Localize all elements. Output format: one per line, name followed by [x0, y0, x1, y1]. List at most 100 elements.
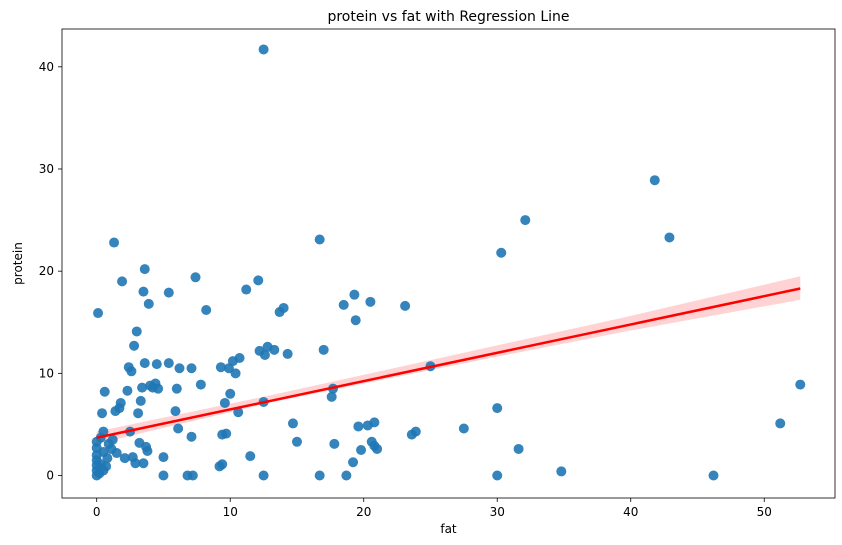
scatter-point — [135, 395, 146, 406]
scatter-point — [556, 466, 567, 477]
scatter-point — [151, 359, 162, 370]
x-tick-label: 50 — [757, 505, 772, 519]
scatter-point — [492, 403, 503, 414]
scatter-point — [111, 448, 122, 459]
regression-line — [96, 287, 801, 439]
scatter-point — [314, 234, 325, 245]
scatter-point — [119, 453, 130, 464]
scatter-point — [400, 300, 411, 311]
x-tick-label: 30 — [490, 505, 505, 519]
scatter-point — [664, 232, 675, 243]
scatter-point — [513, 443, 524, 454]
scatter-point — [126, 366, 137, 377]
scatter-point — [458, 423, 469, 434]
y-tick-label: 10 — [39, 366, 54, 380]
y-tick-label: 0 — [46, 469, 54, 483]
scatter-point — [245, 451, 256, 462]
scatter-point — [122, 385, 133, 396]
scatter-point — [187, 470, 198, 481]
x-axis-ticks: 0 10 20 30 40 50 — [93, 498, 772, 519]
scatter-point — [314, 470, 325, 481]
scatter-point — [139, 264, 150, 275]
scatter-point — [349, 289, 360, 300]
scatter-point — [137, 382, 148, 393]
scatter-point — [173, 423, 184, 434]
scatter-point — [291, 436, 302, 447]
scatter-point — [153, 383, 164, 394]
scatter-point — [410, 426, 421, 437]
scatter-point — [195, 379, 206, 390]
y-axis-ticks: 0 10 20 30 40 — [39, 60, 62, 483]
confidence-band — [96, 276, 801, 444]
scatter-point — [158, 470, 169, 481]
scatter-point — [170, 406, 181, 417]
y-tick-label: 30 — [39, 162, 54, 176]
scatter-point — [241, 284, 252, 295]
scatter-point — [225, 388, 236, 399]
scatter-point — [129, 340, 140, 351]
regression-line-layer — [96, 287, 801, 439]
scatter-point — [171, 383, 182, 394]
scatter-point — [163, 358, 174, 369]
scatter-point — [234, 353, 245, 364]
scatter-point — [287, 418, 298, 429]
scatter-point — [356, 444, 367, 455]
scatter-point — [282, 348, 293, 359]
scatter-point — [138, 458, 149, 469]
scatter-point — [190, 272, 201, 283]
x-axis-label: fat — [440, 522, 457, 536]
scatter-point — [365, 296, 376, 307]
scatter-point — [492, 470, 503, 481]
scatter-point — [369, 417, 380, 428]
scatter-point — [215, 362, 226, 373]
scatter-point — [102, 453, 113, 464]
scatter-point — [258, 44, 269, 55]
scatter-point — [201, 304, 212, 315]
y-axis-label: protein — [11, 242, 25, 285]
scatter-point — [278, 302, 289, 313]
scatter-point — [348, 457, 359, 468]
chart-title: protein vs fat with Regression Line — [327, 9, 569, 25]
scatter-point — [338, 299, 349, 310]
scatter-point — [138, 286, 149, 297]
scatter-point — [98, 426, 109, 437]
scatter-point — [97, 408, 108, 419]
y-tick-label: 40 — [39, 60, 54, 74]
scatter-point — [708, 470, 719, 481]
scatter-point — [496, 247, 507, 258]
scatter-point — [350, 315, 361, 326]
scatter-point — [158, 452, 169, 463]
scatter-point — [649, 175, 660, 186]
scatter-point — [186, 363, 197, 374]
scatter-points — [91, 44, 806, 481]
scatter-point — [186, 431, 197, 442]
scatter-point — [329, 438, 340, 449]
scatter-point — [131, 326, 142, 337]
scatter-point — [318, 344, 329, 355]
plot-frame — [61, 28, 836, 499]
scatter-point — [163, 287, 174, 298]
scatter-point — [775, 418, 786, 429]
x-tick-label: 20 — [356, 505, 371, 519]
scatter-point — [253, 275, 264, 286]
scatter-point — [341, 470, 352, 481]
scatter-point — [93, 308, 104, 319]
scatter-point — [143, 298, 154, 309]
scatter-point — [520, 215, 531, 226]
scatter-point — [233, 407, 244, 418]
y-tick-label: 20 — [39, 264, 54, 278]
scatter-point — [326, 391, 337, 402]
scatter-point — [353, 421, 364, 432]
scatter-point — [217, 459, 228, 470]
scatter-point — [115, 397, 126, 408]
confidence-band-layer — [96, 276, 801, 444]
x-tick-label: 40 — [623, 505, 638, 519]
scatter-point — [219, 397, 230, 408]
scatter-point — [139, 358, 150, 369]
scatter-point — [99, 386, 110, 397]
scatter-point — [130, 458, 141, 469]
x-tick-label: 10 — [223, 505, 238, 519]
scatter-point — [174, 363, 185, 374]
scatter-point — [795, 379, 806, 390]
